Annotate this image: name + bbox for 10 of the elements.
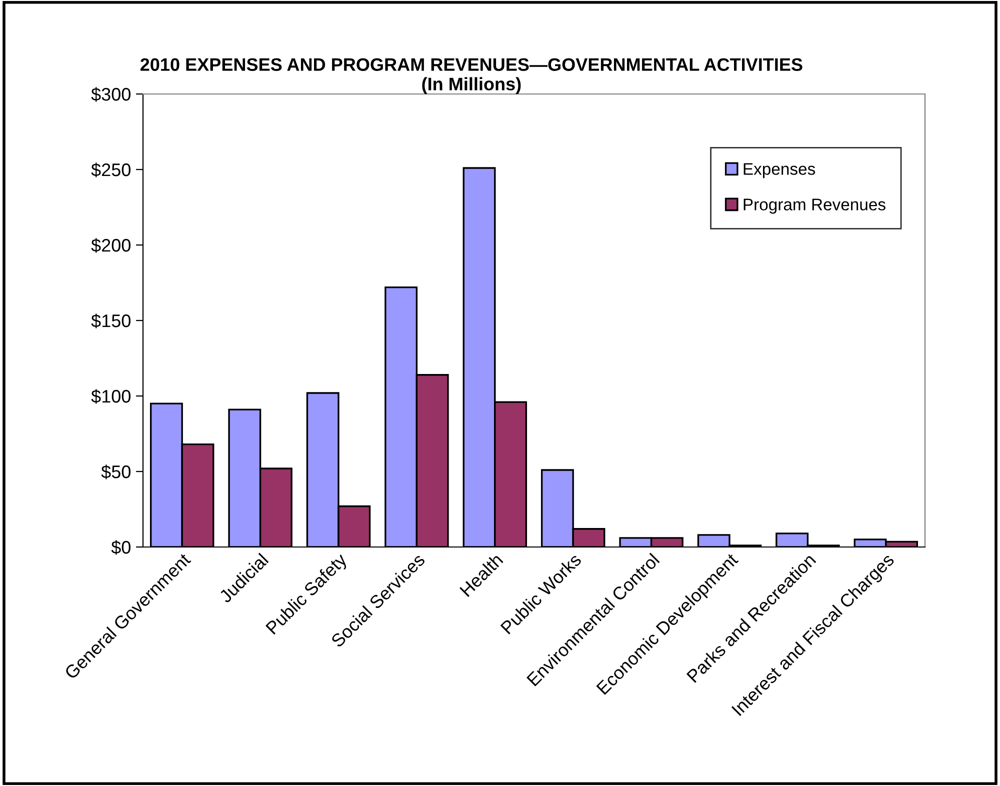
y-tick-label: $200	[91, 238, 130, 253]
chart-title: 2010 EXPENSES AND PROGRAM REVENUES—GOVERNMENTAL ACTIVITIES (In Millions)	[140, 58, 802, 94]
y-tick-label: $250	[91, 162, 130, 178]
legend-label: Expenses	[744, 163, 816, 178]
y-tick-label: $150	[91, 314, 130, 328]
y-tick-label: $0	[111, 540, 130, 555]
legend-label: Program Revenues	[744, 198, 886, 214]
y-tick-label: $100	[91, 389, 130, 404]
y-tick-label: $50	[101, 464, 130, 480]
y-tick-label: $300	[91, 87, 130, 102]
